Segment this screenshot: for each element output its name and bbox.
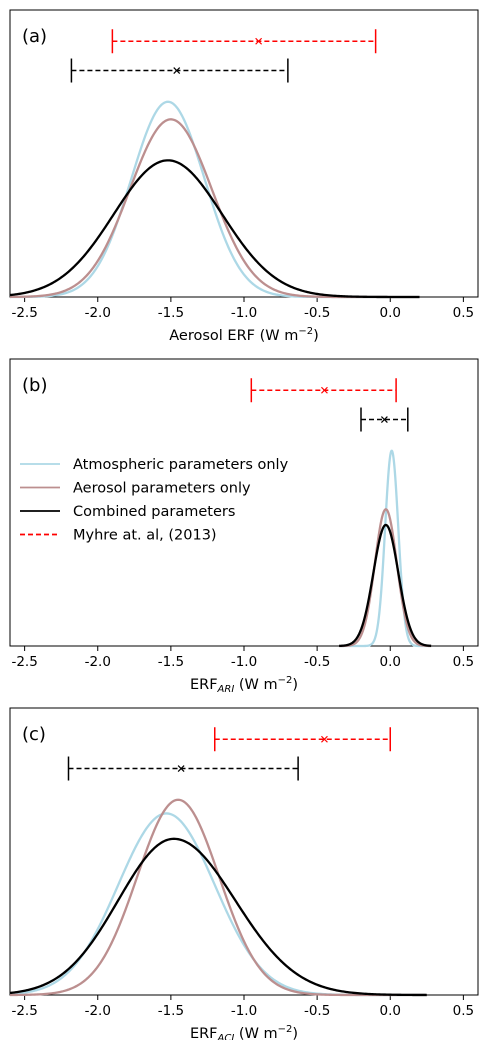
legend: Atmospheric parameters only Aerosol param… [20, 457, 289, 544]
curve-combined-parameters [9, 159, 420, 299]
x-axis-label: ERFACI (W m−2) [190, 1024, 298, 1040]
x-tick-label: -1.0 [231, 1003, 257, 1019]
x-tick-label: 0.5 [453, 1003, 474, 1019]
plot-frame [9, 358, 479, 647]
x-tick-label: 0.5 [453, 654, 474, 670]
x-axis-label: Aerosol ERF (W m−2) [169, 326, 319, 344]
plot-frame [9, 707, 479, 996]
range-bar-myhre-at-al-2013 [111, 29, 377, 54]
legend-label: Combined parameters [73, 504, 235, 520]
legend-item-atmospheric-parameters-only: Atmospheric parameters only [20, 457, 289, 473]
range-bar-combined-parameters [67, 756, 299, 781]
x-tick-label: -2.0 [85, 1003, 111, 1019]
chart-panel-3: -2.5 -2.0 -1.5 -1.0 -0.5 0.0 0.5 ERFACI (W m−2)… [9, 707, 479, 1040]
x-tick-label: 0.0 [380, 654, 401, 670]
x-tick-label: 0.5 [453, 305, 474, 321]
x-tick-label: -1.0 [231, 654, 257, 670]
panel-label: (a) [22, 26, 47, 47]
plot-frame [9, 9, 479, 298]
legend-label: Atmospheric parameters only [73, 457, 289, 473]
curve-combined-parameters [339, 523, 432, 648]
curve-atmospheric-parameters-only [339, 449, 432, 648]
curve-combined-parameters [9, 837, 427, 997]
x-tick-label: -2.0 [85, 654, 111, 670]
chart-panel-1: -2.5 -2.0 -1.5 -1.0 -0.5 0.0 0.5 Aerosol ERF (W… [9, 9, 479, 344]
chart-panel-2: -2.5 -2.0 -1.5 -1.0 -0.5 0.0 0.5 ERFARI (W m−2)… [9, 358, 479, 695]
x-tick-label: -0.5 [304, 1003, 330, 1019]
range-bar-myhre-at-al-2013 [250, 378, 397, 403]
legend-label: Myhre at. al, (2013) [73, 528, 217, 544]
curve-aerosol-parameters-only [339, 508, 432, 648]
x-tick-label: -1.0 [231, 305, 257, 321]
x-tick-label: -2.0 [85, 305, 111, 321]
x-tick-label: 0.0 [380, 305, 401, 321]
x-tick-label: -0.5 [304, 305, 330, 321]
legend-label: Aerosol parameters only [73, 481, 251, 497]
range-bar-myhre-at-al-2013 [214, 727, 391, 752]
x-tick-label: -2.5 [11, 654, 37, 670]
legend-item-combined-parameters: Combined parameters [20, 504, 235, 520]
panel-label: (c) [22, 724, 46, 745]
x-tick-label: -0.5 [304, 654, 330, 670]
panel-label: (b) [22, 375, 47, 396]
range-bar-combined-parameters [70, 58, 289, 83]
x-tick-label: -1.5 [158, 654, 184, 670]
x-tick-label: -2.5 [11, 305, 37, 321]
legend-item-aerosol-parameters-only: Aerosol parameters only [20, 481, 251, 497]
x-tick-label: -1.5 [158, 1003, 184, 1019]
curve-atmospheric-parameters-only [9, 812, 427, 997]
x-tick-label: -2.5 [11, 1003, 37, 1019]
x-tick-label: 0.0 [380, 1003, 401, 1019]
range-bar-combined-parameters [360, 407, 409, 432]
legend-item-myhre-at-al-2013: Myhre at. al, (2013) [20, 528, 217, 544]
x-tick-label: -1.5 [158, 305, 184, 321]
x-axis-label: ERFARI (W m−2) [190, 675, 298, 695]
